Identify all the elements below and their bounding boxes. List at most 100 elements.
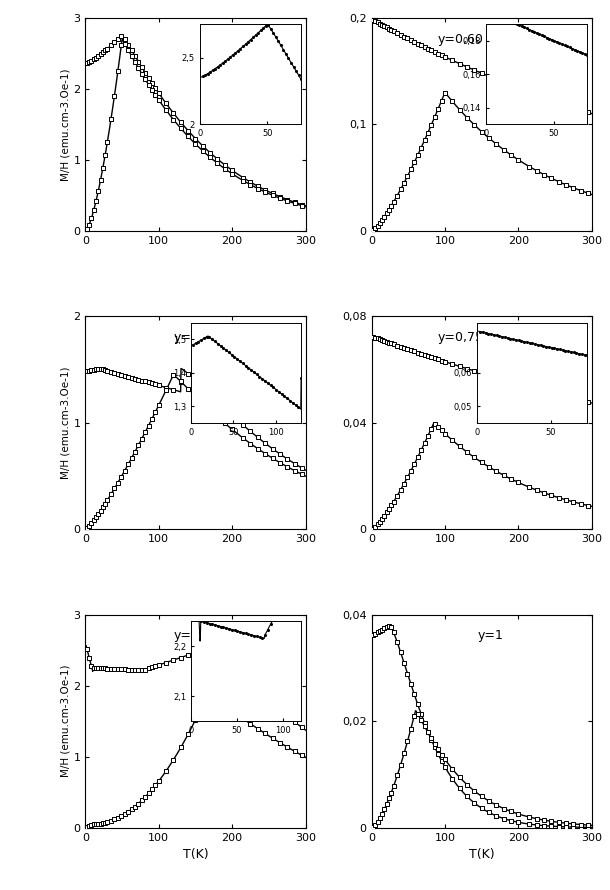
- Point: [423, 125, 432, 140]
- Point: [382, 620, 392, 635]
- Point: [413, 148, 423, 162]
- Point: [106, 111, 116, 125]
- Point: [246, 716, 256, 731]
- Point: [113, 32, 123, 46]
- Point: [228, 409, 237, 423]
- Point: [147, 83, 157, 97]
- Point: [433, 101, 443, 116]
- Point: [168, 383, 178, 397]
- Point: [120, 36, 129, 51]
- Point: [554, 815, 564, 829]
- Point: [561, 816, 571, 830]
- Point: [183, 727, 193, 741]
- Point: [260, 447, 270, 461]
- Point: [127, 44, 137, 58]
- Point: [576, 393, 586, 408]
- Point: [275, 191, 285, 206]
- Point: [416, 707, 426, 721]
- Point: [379, 19, 389, 33]
- Point: [583, 818, 593, 832]
- Point: [82, 642, 92, 656]
- Point: [89, 660, 99, 675]
- Point: [399, 656, 409, 670]
- Point: [275, 190, 285, 204]
- Point: [423, 42, 432, 56]
- Point: [120, 32, 129, 46]
- Point: [462, 361, 472, 376]
- Point: [430, 737, 440, 751]
- Point: [384, 502, 394, 516]
- Point: [373, 517, 382, 531]
- Point: [253, 722, 263, 736]
- Point: [140, 65, 150, 79]
- Point: [120, 368, 129, 383]
- Point: [123, 369, 133, 384]
- Point: [96, 816, 106, 830]
- Point: [576, 817, 586, 831]
- Point: [151, 377, 160, 392]
- Point: [137, 793, 146, 807]
- Point: [93, 49, 103, 63]
- Point: [91, 661, 101, 676]
- Point: [190, 389, 200, 403]
- Point: [532, 88, 542, 102]
- Point: [100, 44, 110, 58]
- Point: [440, 760, 450, 774]
- Point: [151, 88, 160, 102]
- Point: [154, 378, 163, 392]
- Text: y=0,75: y=0,75: [437, 331, 484, 344]
- Y-axis label: M/H (emu.cm-3.Oe-1): M/H (emu.cm-3.Oe-1): [60, 69, 71, 181]
- Point: [297, 748, 307, 763]
- Point: [120, 807, 129, 821]
- Point: [437, 754, 447, 768]
- Point: [420, 134, 429, 148]
- Point: [228, 166, 237, 181]
- Point: [183, 382, 193, 396]
- Point: [213, 156, 223, 170]
- Point: [176, 375, 185, 389]
- Point: [253, 431, 263, 445]
- Point: [440, 426, 450, 441]
- Point: [492, 137, 501, 151]
- Y-axis label: M/H (emu.cm-3.Oe-1): M/H (emu.cm-3.Oe-1): [60, 367, 71, 479]
- Point: [403, 31, 412, 45]
- Point: [430, 352, 440, 366]
- Point: [123, 43, 133, 57]
- Point: [426, 421, 436, 435]
- Point: [430, 109, 440, 124]
- Point: [379, 209, 389, 223]
- Point: [462, 789, 472, 804]
- Point: [290, 195, 300, 209]
- Point: [539, 813, 549, 827]
- Point: [554, 95, 564, 109]
- Point: [110, 813, 120, 827]
- Point: [396, 340, 406, 354]
- Point: [532, 164, 542, 178]
- Point: [437, 353, 447, 368]
- Point: [134, 438, 143, 452]
- Point: [183, 648, 193, 662]
- Point: [134, 61, 143, 75]
- Point: [423, 725, 432, 740]
- Point: [379, 621, 389, 635]
- Point: [409, 708, 419, 723]
- Point: [440, 50, 450, 64]
- Point: [384, 791, 394, 805]
- Point: [89, 203, 99, 217]
- Point: [297, 198, 307, 212]
- Point: [386, 498, 396, 513]
- Point: [190, 137, 200, 151]
- Point: [386, 336, 396, 351]
- Point: [220, 417, 230, 431]
- Point: [413, 36, 423, 51]
- Point: [373, 331, 382, 345]
- Point: [228, 704, 237, 718]
- Point: [220, 659, 230, 674]
- Point: [514, 815, 523, 829]
- Point: [98, 161, 108, 175]
- Point: [297, 467, 307, 481]
- Point: [406, 33, 416, 47]
- Point: [134, 797, 143, 811]
- Point: [514, 153, 523, 167]
- Point: [213, 152, 223, 166]
